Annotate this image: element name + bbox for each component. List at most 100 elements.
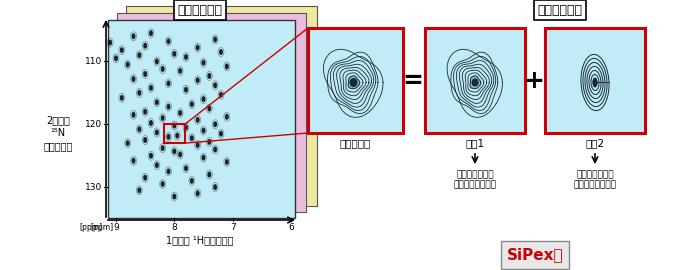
Text: 観測データ: 観測データ — [340, 138, 371, 148]
Ellipse shape — [132, 76, 136, 82]
Ellipse shape — [202, 127, 206, 134]
Bar — [108, 20, 295, 218]
Ellipse shape — [219, 92, 223, 98]
Ellipse shape — [472, 79, 479, 86]
Polygon shape — [473, 79, 478, 86]
Ellipse shape — [219, 49, 223, 55]
Ellipse shape — [126, 62, 130, 68]
Ellipse shape — [167, 134, 171, 140]
Ellipse shape — [184, 87, 188, 93]
Ellipse shape — [144, 109, 147, 115]
Ellipse shape — [144, 137, 147, 143]
Text: アミノ酸の情報
タンパク質の性質: アミノ酸の情報 タンパク質の性質 — [454, 170, 496, 189]
Polygon shape — [351, 79, 356, 86]
Text: =: = — [402, 69, 423, 93]
Ellipse shape — [202, 60, 206, 66]
Text: 130: 130 — [85, 183, 102, 192]
Ellipse shape — [155, 99, 159, 105]
Text: ¹⁵N: ¹⁵N — [50, 128, 66, 138]
Ellipse shape — [161, 145, 164, 151]
Ellipse shape — [167, 80, 171, 86]
Bar — [425, 28, 525, 133]
Ellipse shape — [167, 38, 171, 44]
Text: +: + — [524, 69, 545, 93]
Ellipse shape — [114, 55, 118, 61]
Bar — [308, 28, 403, 133]
Ellipse shape — [190, 178, 194, 184]
Ellipse shape — [132, 112, 136, 118]
Ellipse shape — [167, 168, 171, 174]
Ellipse shape — [175, 133, 179, 139]
Ellipse shape — [207, 139, 211, 145]
Ellipse shape — [108, 40, 112, 46]
Ellipse shape — [144, 43, 147, 49]
Ellipse shape — [172, 148, 176, 154]
Polygon shape — [117, 13, 306, 212]
Ellipse shape — [196, 77, 200, 83]
Ellipse shape — [161, 115, 164, 121]
Ellipse shape — [155, 129, 159, 136]
Ellipse shape — [196, 45, 200, 50]
Ellipse shape — [178, 68, 182, 74]
Ellipse shape — [120, 47, 124, 53]
Ellipse shape — [184, 124, 188, 130]
Text: 120: 120 — [85, 120, 102, 129]
Text: 成分2: 成分2 — [585, 138, 605, 148]
Ellipse shape — [144, 71, 147, 77]
Ellipse shape — [592, 77, 598, 87]
Ellipse shape — [149, 85, 153, 91]
Polygon shape — [126, 6, 317, 206]
Text: 符号化標識法: 符号化標識法 — [178, 4, 223, 16]
Text: テンソル分解: テンソル分解 — [538, 4, 582, 16]
Ellipse shape — [161, 66, 164, 72]
Ellipse shape — [172, 194, 176, 200]
Ellipse shape — [214, 184, 217, 190]
Ellipse shape — [196, 117, 200, 123]
Ellipse shape — [155, 162, 159, 168]
Text: 6: 6 — [288, 223, 294, 232]
Text: 7: 7 — [230, 223, 235, 232]
Ellipse shape — [207, 171, 211, 178]
Ellipse shape — [161, 181, 164, 187]
Ellipse shape — [126, 140, 130, 146]
Polygon shape — [348, 76, 360, 89]
Ellipse shape — [184, 54, 188, 60]
Ellipse shape — [178, 151, 182, 157]
Ellipse shape — [172, 51, 176, 57]
Ellipse shape — [225, 63, 229, 69]
Text: 2次元目: 2次元目 — [46, 115, 70, 125]
Ellipse shape — [207, 73, 211, 79]
Text: 9: 9 — [113, 223, 119, 232]
Polygon shape — [470, 76, 481, 89]
Ellipse shape — [137, 52, 141, 58]
Ellipse shape — [225, 159, 229, 165]
Ellipse shape — [225, 114, 229, 120]
Ellipse shape — [120, 95, 124, 101]
Text: [ppm]: [ppm] — [79, 223, 102, 232]
Bar — [164, 124, 185, 143]
Ellipse shape — [137, 187, 141, 193]
Ellipse shape — [349, 78, 358, 87]
Ellipse shape — [207, 106, 211, 112]
Ellipse shape — [190, 101, 194, 107]
Text: 成分1: 成分1 — [466, 138, 484, 148]
Ellipse shape — [202, 96, 206, 102]
Ellipse shape — [219, 131, 223, 137]
Ellipse shape — [144, 175, 147, 181]
Ellipse shape — [132, 158, 136, 164]
Ellipse shape — [214, 146, 217, 153]
Ellipse shape — [149, 153, 153, 159]
Ellipse shape — [184, 165, 188, 171]
Ellipse shape — [137, 90, 141, 96]
Text: 1次元目 ¹H共鳴周波数: 1次元目 ¹H共鳴周波数 — [167, 235, 234, 245]
Ellipse shape — [214, 121, 217, 127]
Ellipse shape — [196, 142, 200, 148]
Text: SiPex法: SiPex法 — [507, 248, 564, 262]
Ellipse shape — [149, 120, 153, 126]
Ellipse shape — [137, 126, 141, 132]
Text: 8: 8 — [172, 223, 177, 232]
Ellipse shape — [196, 190, 200, 197]
Text: 共鳴周波数: 共鳴周波数 — [43, 141, 73, 151]
Ellipse shape — [190, 135, 194, 141]
Ellipse shape — [178, 110, 182, 116]
